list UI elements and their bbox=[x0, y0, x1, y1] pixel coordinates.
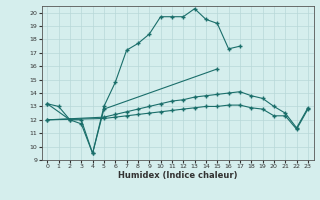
X-axis label: Humidex (Indice chaleur): Humidex (Indice chaleur) bbox=[118, 171, 237, 180]
